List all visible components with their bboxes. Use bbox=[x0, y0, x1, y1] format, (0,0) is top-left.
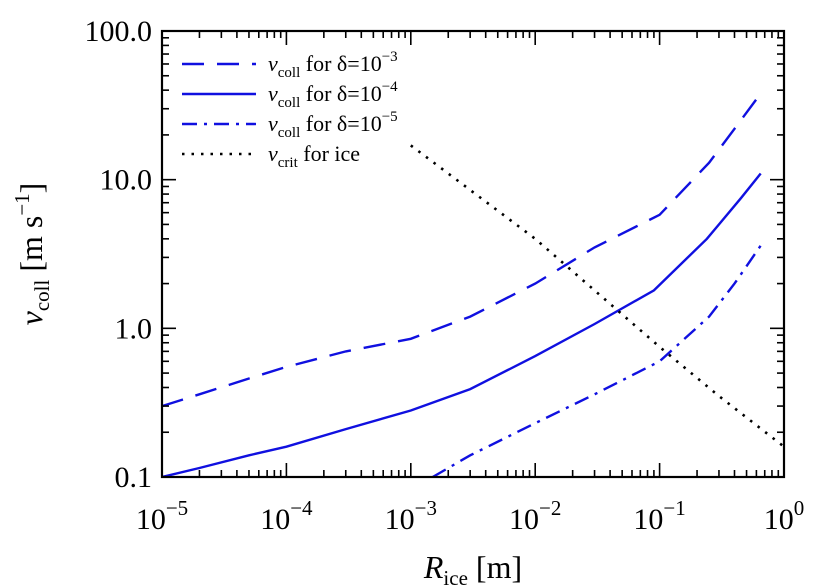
series-line-3 bbox=[432, 244, 762, 477]
x-axis-label: Rice [m] bbox=[423, 549, 522, 588]
y-tick-label: 10.0 bbox=[100, 164, 153, 197]
x-tick-label: 100 bbox=[764, 496, 805, 536]
y-tick-label: 1.0 bbox=[115, 312, 153, 345]
x-tick-label: 10−4 bbox=[260, 496, 313, 536]
series-line-4 bbox=[410, 144, 784, 448]
series-layer bbox=[162, 92, 784, 477]
axes-layer: 10−5 10−4 10−3 10−2 10−1 100 0.1 1.0 10.0 100.0 Ri… bbox=[10, 15, 804, 588]
x-tick-label: 10−1 bbox=[633, 496, 685, 536]
legend-label-1: vcoll for δ=10−3 bbox=[268, 49, 398, 81]
series-line-1 bbox=[162, 92, 762, 408]
plot-frame bbox=[160, 29, 786, 479]
y-tick-label: 100.0 bbox=[85, 15, 153, 48]
x-tick-label: 10−5 bbox=[136, 496, 188, 536]
y-axis-label: vcoll [m s−1] bbox=[10, 183, 54, 326]
legend-label-2: vcoll for δ=10−4 bbox=[268, 79, 398, 111]
legend-label-4: vcrit for ice bbox=[268, 141, 360, 171]
series-line-2 bbox=[162, 172, 762, 477]
x-tick-label: 10−2 bbox=[509, 496, 561, 536]
legend-label-3: vcoll for δ=10−5 bbox=[268, 109, 398, 141]
y-tick-label: 0.1 bbox=[115, 461, 153, 494]
x-tick-label: 10−3 bbox=[385, 496, 437, 536]
